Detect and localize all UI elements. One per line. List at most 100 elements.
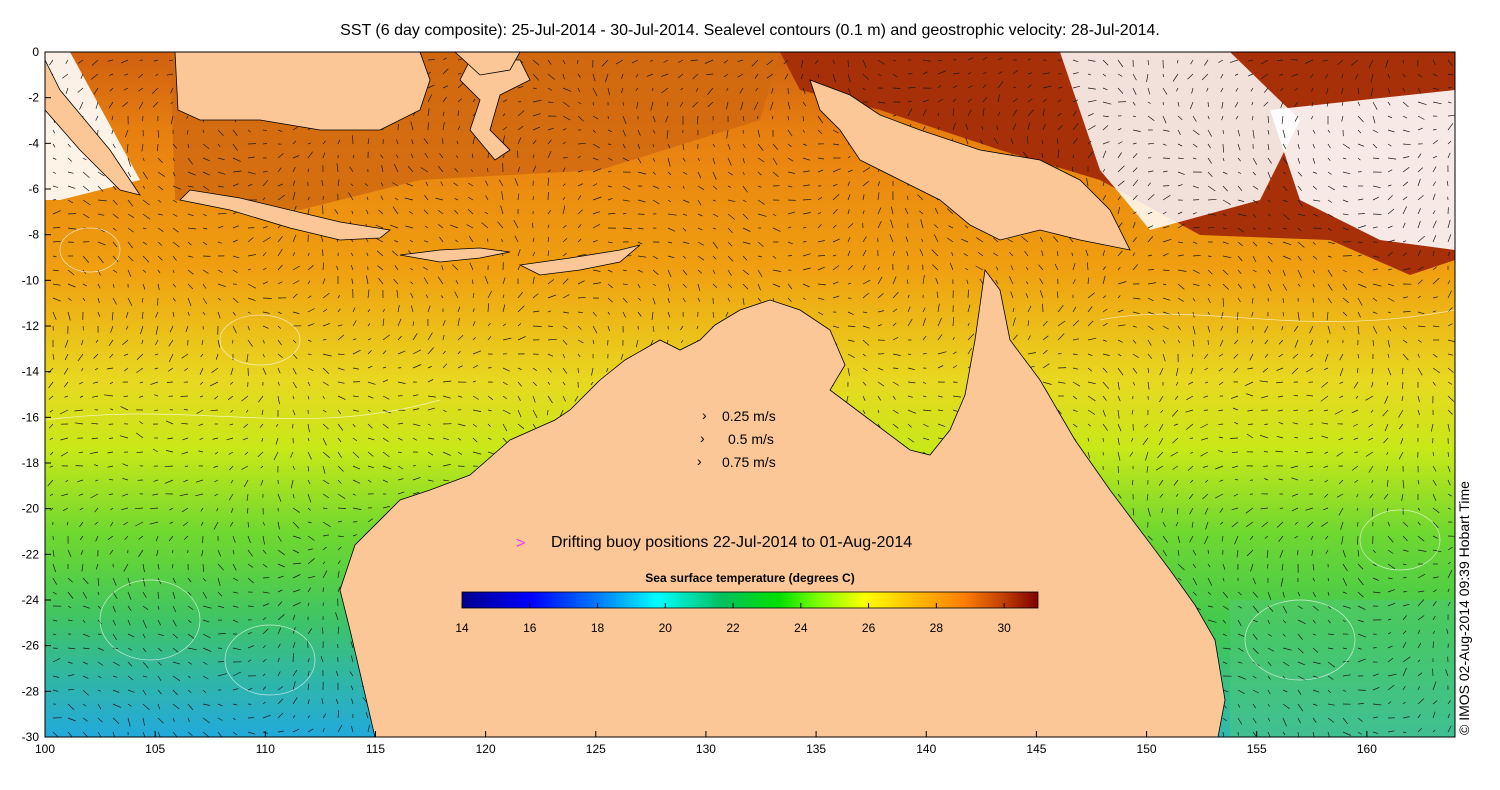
velocity-arrow — [307, 521, 312, 524]
velocity-arrow — [1267, 129, 1270, 135]
y-tick-label: -2 — [28, 91, 39, 105]
velocity-arrow — [1087, 337, 1097, 341]
velocity-arrow — [607, 143, 612, 145]
velocity-arrow — [112, 703, 122, 708]
velocity-arrow — [1432, 310, 1437, 313]
velocity-arrow — [127, 255, 134, 262]
velocity-arrow — [185, 325, 189, 333]
velocity-arrow — [292, 574, 301, 579]
velocity-arrow — [1264, 353, 1269, 358]
velocity-arrow — [922, 437, 930, 441]
velocity-arrow — [352, 135, 354, 145]
velocity-arrow — [1020, 236, 1029, 243]
velocity-arrow — [1402, 656, 1411, 663]
velocity-arrow — [1072, 263, 1076, 271]
velocity-arrow — [1012, 334, 1018, 341]
velocity-arrow — [217, 157, 225, 161]
velocity-arrow — [1357, 717, 1363, 722]
velocity-arrow — [322, 140, 326, 145]
velocity-arrow — [187, 283, 194, 290]
velocity-arrow — [172, 689, 178, 696]
velocity-arrow — [202, 731, 210, 737]
velocity-arrow — [108, 339, 114, 347]
velocity-arrow — [862, 249, 867, 257]
velocity-arrow — [832, 73, 836, 83]
velocity-arrow — [1012, 317, 1016, 327]
velocity-arrow — [1202, 493, 1209, 500]
velocity-arrow — [52, 353, 55, 360]
velocity-arrow — [91, 422, 99, 425]
velocity-arrow — [65, 479, 69, 483]
velocity-arrow — [112, 227, 117, 231]
velocity-arrow — [1190, 451, 1194, 454]
velocity-arrow — [135, 507, 144, 510]
velocity-arrow — [1372, 115, 1376, 124]
velocity-arrow — [862, 87, 866, 91]
velocity-arrow — [1177, 101, 1180, 107]
velocity-arrow — [382, 318, 385, 327]
velocity-arrow — [577, 224, 582, 229]
velocity-arrow — [277, 353, 283, 358]
velocity-arrow — [532, 59, 540, 66]
velocity-arrow — [787, 143, 792, 147]
velocity-arrow — [1417, 615, 1425, 621]
velocity-arrow — [982, 96, 988, 103]
velocity-arrow — [697, 297, 701, 302]
velocity-arrow — [48, 423, 54, 429]
velocity-arrow — [1357, 129, 1362, 134]
velocity-arrow — [262, 563, 268, 568]
velocity-arrow — [1291, 367, 1299, 375]
velocity-arrow — [1417, 573, 1426, 579]
velocity-arrow — [847, 169, 853, 173]
contour-eddy — [1244, 599, 1356, 681]
velocity-arrow — [1252, 647, 1259, 654]
velocity-arrow — [1432, 576, 1439, 579]
velocity-arrow — [562, 115, 571, 121]
velocity-arrow — [200, 507, 204, 512]
velocity-arrow — [1147, 254, 1153, 257]
velocity-arrow — [1340, 521, 1344, 530]
velocity-arrow — [457, 110, 460, 117]
velocity-arrow — [157, 255, 163, 261]
velocity-arrow — [1432, 630, 1436, 635]
velocity-arrow — [1432, 465, 1437, 472]
velocity-arrow — [394, 265, 399, 271]
velocity-arrow — [1372, 549, 1376, 554]
velocity-arrow — [1219, 521, 1224, 525]
velocity-arrow — [1232, 465, 1239, 469]
velocity-arrow — [772, 269, 782, 272]
velocity-arrow — [1342, 199, 1349, 203]
velocity-arrow — [1387, 479, 1389, 487]
velocity-arrow — [336, 163, 339, 173]
velocity-arrow — [232, 157, 241, 162]
velocity-arrow — [484, 211, 489, 215]
velocity-arrow — [1246, 549, 1254, 557]
velocity-arrow — [1244, 381, 1254, 387]
velocity-arrow — [1387, 251, 1393, 257]
velocity-arrow — [217, 591, 223, 597]
velocity-arrow — [1159, 395, 1164, 403]
velocity-arrow — [1276, 521, 1284, 528]
velocity-arrow — [1162, 101, 1165, 106]
velocity-arrow — [277, 614, 285, 621]
velocity-arrow — [366, 275, 369, 285]
velocity-arrow — [1327, 241, 1336, 245]
velocity-arrow — [1351, 409, 1359, 414]
velocity-arrow — [397, 451, 402, 453]
velocity-arrow — [766, 73, 774, 79]
velocity-arrow — [1085, 249, 1089, 257]
velocity-arrow — [1371, 507, 1374, 517]
velocity-arrow — [1252, 255, 1257, 263]
velocity-arrow — [907, 395, 913, 398]
velocity-arrow — [1201, 73, 1209, 81]
velocity-arrow — [1162, 252, 1169, 257]
velocity-arrow — [1261, 521, 1269, 528]
velocity-arrow — [397, 491, 405, 495]
velocity-arrow — [620, 353, 624, 360]
velocity-arrow — [292, 265, 300, 271]
velocity-arrow — [1146, 73, 1149, 83]
velocity-arrow — [1445, 669, 1449, 677]
velocity-arrow — [1402, 576, 1407, 579]
velocity-arrow — [1131, 437, 1134, 442]
velocity-arrow — [1339, 381, 1344, 384]
